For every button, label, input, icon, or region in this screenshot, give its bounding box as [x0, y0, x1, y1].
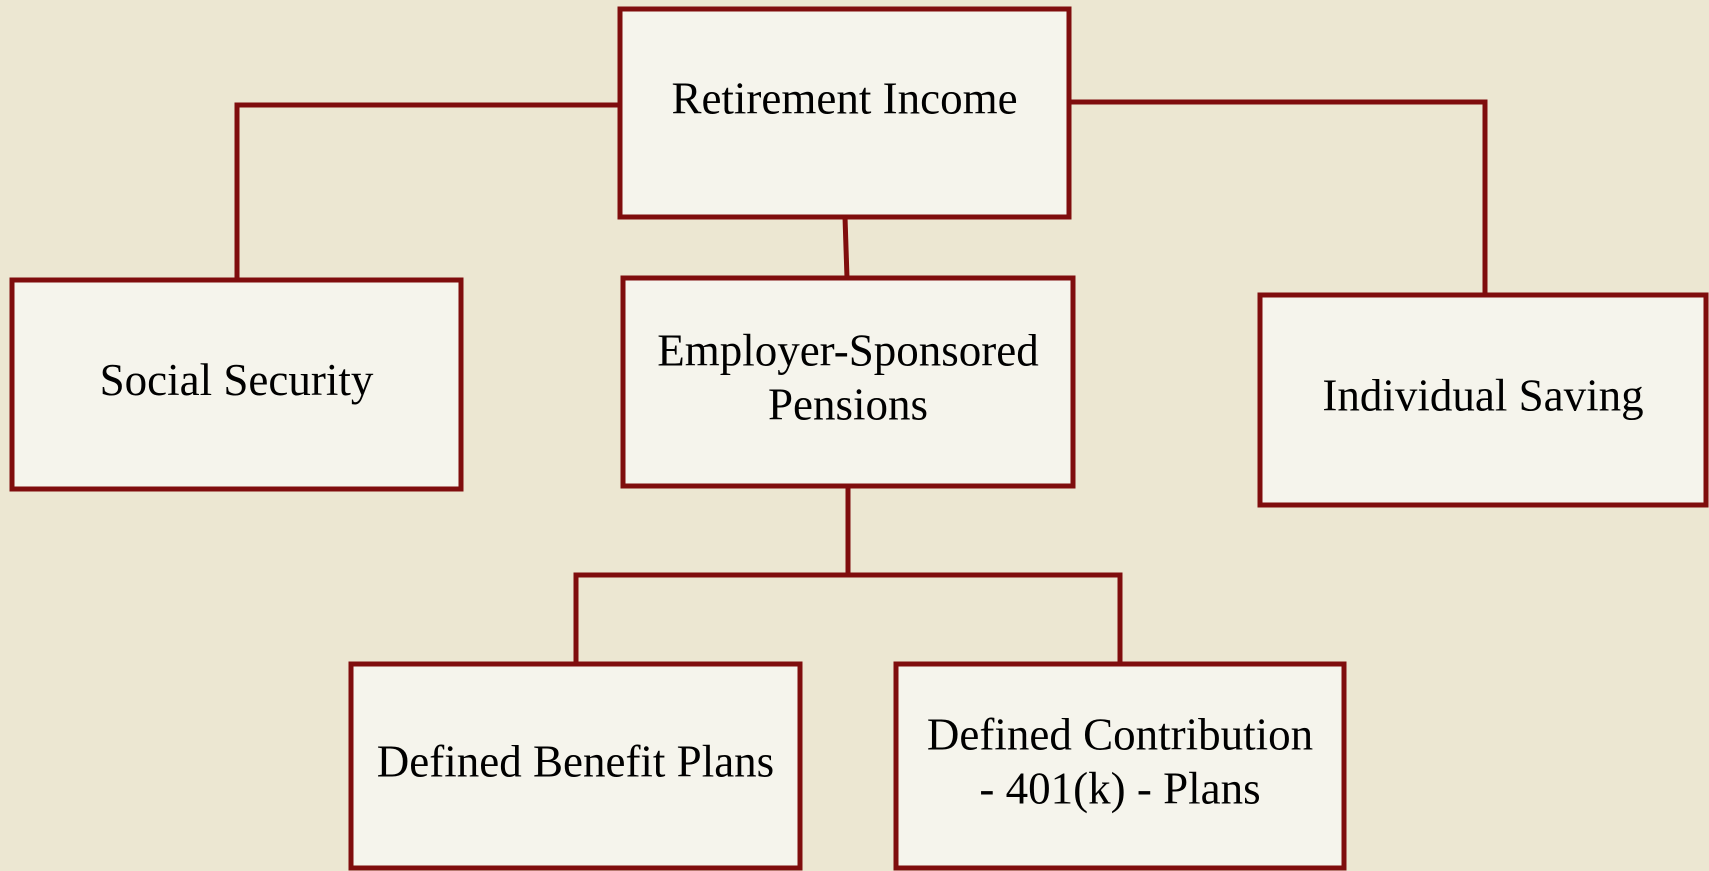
node-label: - 401(k) - Plans [979, 763, 1260, 813]
node-box [620, 275, 1076, 489]
connector [842, 216, 850, 279]
connector [1069, 99, 1488, 295]
connector [573, 572, 1123, 664]
node-label: Employer-Sponsored [657, 325, 1039, 375]
node-box [617, 6, 1072, 220]
node-box [348, 661, 803, 871]
node-label: Individual Saving [1322, 370, 1643, 420]
node-label: Retirement Income [671, 73, 1017, 123]
node-box [893, 661, 1347, 871]
connector [234, 102, 620, 280]
node-label: Social Security [100, 355, 374, 405]
node-label: Pensions [768, 379, 928, 429]
nodes: Retirement Income Social Security Employer… [9, 6, 1709, 871]
node-label: Defined Benefit Plans [377, 736, 774, 786]
node-label: Defined Contribution [927, 709, 1313, 759]
node-box [9, 277, 464, 492]
node-box [1257, 292, 1709, 508]
